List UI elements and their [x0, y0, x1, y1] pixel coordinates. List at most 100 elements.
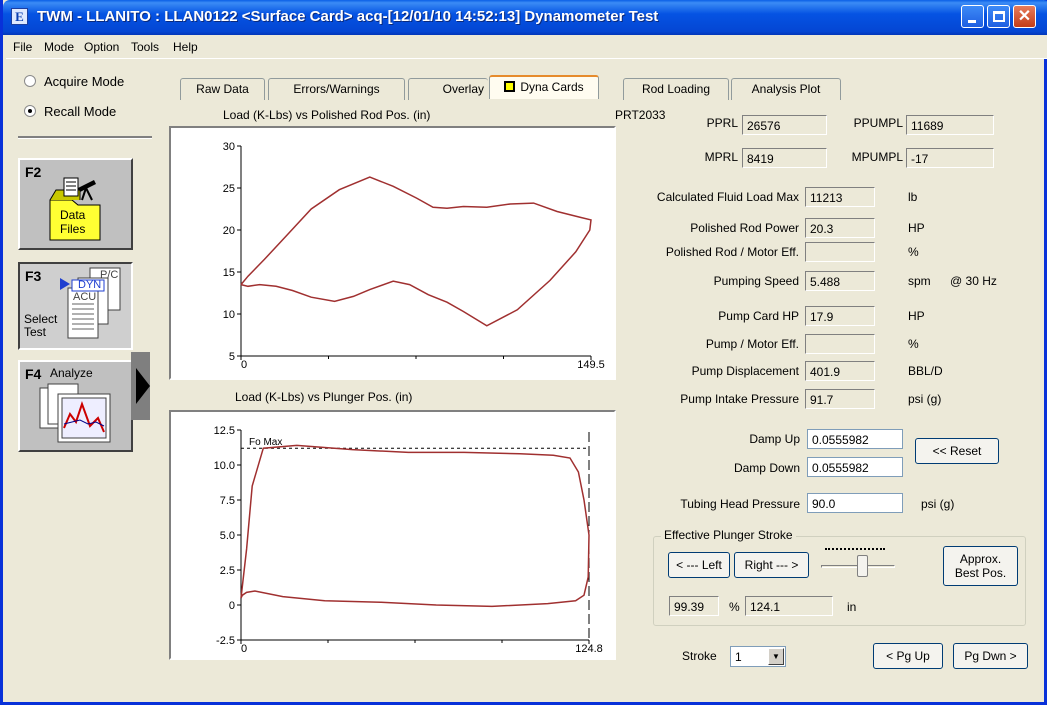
title-bar[interactable]: E TWM - LLANITO : LLAN0122 <Surface Card…: [3, 0, 1047, 35]
active-tab-indicator-icon: [504, 81, 516, 92]
f3-select-test-button[interactable]: F3 P/C DYN ACU Select Test: [18, 262, 133, 350]
chart2-y-tick-label: 10.0: [214, 460, 235, 472]
ppumpl-label: PPUMPL: [853, 116, 903, 130]
damp-up-input[interactable]: 0.0555982: [807, 429, 903, 449]
maximize-icon: [993, 11, 1005, 22]
menu-bar: File Mode Option Tools Help: [6, 35, 1047, 59]
minimize-icon: [968, 20, 976, 23]
plunger-percent-unit: %: [729, 600, 740, 614]
f2-key-label: F2: [25, 164, 42, 180]
mpumpl-field[interactable]: -17: [906, 148, 994, 168]
f4-label: Analyze: [50, 366, 93, 380]
damp-down-input[interactable]: 0.0555982: [807, 457, 903, 477]
plunger-stroke-group: [653, 536, 1026, 626]
pumping-speed-label: Pumping Speed: [713, 274, 799, 288]
chart1-y-tick-label: 15: [223, 267, 235, 279]
page-up-button[interactable]: < Pg Up: [873, 643, 943, 669]
fluid-load-max-field[interactable]: 11213: [805, 187, 875, 207]
plunger-inches-unit: in: [847, 600, 857, 614]
right-button[interactable]: Right --- >: [734, 552, 809, 578]
chart1-y-tick-label: 30: [223, 141, 235, 153]
minimize-button[interactable]: [961, 5, 984, 28]
reset-button[interactable]: << Reset: [915, 438, 999, 464]
pump-intake-pressure-label: Pump Intake Pressure: [680, 392, 799, 406]
left-button[interactable]: < --- Left: [668, 552, 730, 578]
pump-displacement-field[interactable]: 401.9: [805, 361, 875, 381]
stroke-select[interactable]: 1 ▼: [730, 646, 786, 667]
pump-displacement-label: Pump Displacement: [691, 364, 799, 378]
rod-motor-eff-field[interactable]: [805, 242, 875, 262]
tab-errors-warnings[interactable]: Errors/Warnings: [268, 78, 405, 100]
tab-dyna-cards-label: Dyna Cards: [520, 80, 584, 94]
pump-motor-eff-unit: %: [908, 337, 919, 351]
f4-key-label: F4: [25, 366, 42, 382]
plunger-slider-thumb[interactable]: [856, 555, 868, 577]
surface-card-chart: 30 25 20 15 10 5 0 149.5: [169, 126, 616, 380]
chart1-y-tick-label: 5: [229, 351, 235, 363]
chart2-y-tick-label: 2.5: [220, 565, 235, 577]
acquire-mode-radio[interactable]: Acquire Mode: [24, 72, 124, 90]
tubing-head-pressure-input[interactable]: 90.0: [807, 493, 903, 513]
menu-tools[interactable]: Tools: [131, 40, 160, 54]
slider-ticks: [825, 548, 885, 552]
page-down-button[interactable]: Pg Dwn >: [953, 643, 1028, 669]
expand-arrow-icon[interactable]: [136, 368, 150, 404]
menu-file[interactable]: File: [13, 40, 33, 54]
app-icon[interactable]: E: [11, 8, 28, 25]
test-documents-icon: [60, 267, 121, 339]
pump-card-hp-field[interactable]: 17.9: [805, 306, 875, 326]
prt-label: PRT2033: [615, 108, 666, 122]
chart2-y-tick-label: 5.0: [220, 530, 235, 542]
tab-analysis-plot[interactable]: Analysis Plot: [731, 78, 841, 100]
mpumpl-label: MPUMPL: [851, 150, 903, 164]
pumping-speed-field[interactable]: 5.488: [805, 271, 875, 291]
radio-circle-selected: [24, 105, 36, 117]
menu-help[interactable]: Help: [173, 40, 198, 54]
ppumpl-field[interactable]: 11689: [906, 115, 994, 135]
approx-best-pos-button[interactable]: Approx. Best Pos.: [943, 546, 1018, 586]
f2-label-line2: Files: [60, 222, 86, 236]
tab-raw-data[interactable]: Raw Data: [180, 78, 265, 100]
fluid-load-max-unit: lb: [908, 190, 918, 204]
left-sidebar: Acquire Mode Recall Mode F2 Data Files F…: [6, 60, 158, 700]
pump-motor-eff-field[interactable]: [805, 334, 875, 354]
tab-overlay[interactable]: Overlay: [408, 78, 488, 100]
chart1-y-tick-label: 10: [223, 309, 235, 321]
close-icon: ✕: [1017, 8, 1032, 25]
pump-intake-pressure-field[interactable]: 91.7: [805, 389, 875, 409]
acquire-mode-label: Acquire Mode: [44, 73, 125, 89]
plunger-percent-field[interactable]: 99.39: [669, 596, 719, 616]
radio-circle: [24, 75, 36, 87]
chart1-series-line: [240, 176, 592, 327]
pumping-speed-unit: spm: [908, 274, 931, 288]
damp-down-label: Damp Down: [733, 461, 800, 475]
tab-rod-loading[interactable]: Rod Loading: [623, 78, 729, 100]
pump-motor-eff-label: Pump / Motor Eff.: [705, 337, 799, 351]
menu-option[interactable]: Option: [84, 40, 120, 54]
chart2-fo-max-label: Fo Max: [249, 437, 282, 448]
close-button[interactable]: ✕: [1013, 5, 1036, 28]
mprl-field[interactable]: 8419: [742, 148, 827, 168]
chart1-y-tick-label: 20: [223, 225, 235, 237]
f4-analyze-button[interactable]: F4 Analyze: [18, 360, 133, 452]
chart2-title: Load (K-Lbs) vs Plunger Pos. (in): [235, 390, 413, 404]
polished-rod-power-unit: HP: [908, 221, 925, 235]
pump-card-hp-label: Pump Card HP: [718, 309, 799, 323]
pprl-field[interactable]: 26576: [742, 115, 827, 135]
tab-dyna-cards[interactable]: Dyna Cards: [489, 75, 599, 99]
doc-label-dyn: DYN: [78, 279, 102, 291]
plunger-inches-field[interactable]: 124.1: [745, 596, 833, 616]
polished-rod-power-label: Polished Rod Power: [690, 221, 799, 235]
f2-data-files-button[interactable]: F2 Data Files: [18, 158, 133, 250]
window-title: TWM - LLANITO : LLAN0122 <Surface Card> …: [37, 8, 659, 25]
maximize-button[interactable]: [987, 5, 1010, 28]
chart2-y-tick-label: -2.5: [216, 635, 235, 647]
polished-rod-power-field[interactable]: 20.3: [805, 218, 875, 238]
approx-line2: Best Pos.: [954, 566, 1007, 580]
fluid-load-max-label: Calculated Fluid Load Max: [656, 190, 799, 204]
tubing-head-pressure-unit: psi (g): [921, 497, 955, 511]
menu-mode[interactable]: Mode: [44, 40, 75, 54]
chevron-down-icon[interactable]: ▼: [768, 648, 784, 665]
recall-mode-radio[interactable]: Recall Mode: [24, 102, 116, 120]
